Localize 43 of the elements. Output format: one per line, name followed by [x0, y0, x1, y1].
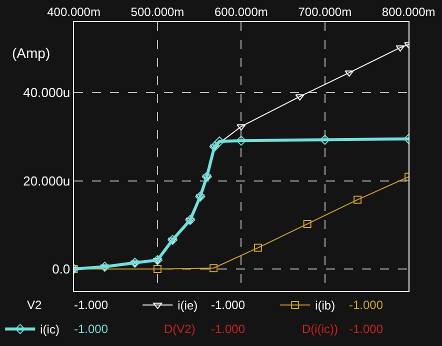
text: -1.000 [211, 322, 246, 336]
text: -1.000 [74, 322, 108, 336]
y-axis-title: (Amp) [12, 45, 50, 61]
legend-label: i(ic) [40, 322, 60, 337]
text: -1.000 [211, 298, 246, 312]
point [236, 136, 246, 146]
point [320, 134, 330, 145]
point [295, 94, 304, 101]
point [344, 70, 354, 77]
point [396, 45, 405, 52]
point [185, 214, 196, 226]
text: D(V2) [164, 322, 196, 336]
point [196, 194, 205, 201]
point [354, 196, 362, 204]
point [214, 136, 224, 147]
text: -1.000 [349, 298, 384, 312]
x-tick-label: 500.000m [130, 5, 184, 20]
point [210, 264, 218, 272]
legend-label: i(ib) [315, 298, 336, 313]
text: -1.000 [74, 298, 108, 312]
x-tick-label: 600.000m [214, 5, 268, 20]
y-tick-label: 40.000u [23, 85, 70, 100]
point [236, 124, 246, 131]
x-tick-label: 800.000m [382, 5, 436, 20]
point [303, 220, 312, 228]
legend-label: i(ie) [178, 298, 198, 313]
point [195, 192, 206, 202]
point [152, 258, 162, 264]
point [168, 234, 178, 245]
point [153, 264, 162, 273]
point [152, 255, 163, 266]
point [254, 244, 262, 252]
text: D(i(ic)) [302, 322, 338, 336]
point [209, 142, 220, 152]
y-tick-label: 0.0 [52, 262, 70, 276]
text: -1.000 [349, 322, 384, 336]
x-tick-label: 400.000m [47, 5, 100, 20]
text: V2 [27, 298, 42, 312]
point [130, 258, 140, 268]
y-tick-label: 20.000u [23, 173, 70, 188]
point [100, 262, 110, 272]
point [202, 172, 212, 182]
x-tick-label: 700.000m [298, 5, 352, 20]
